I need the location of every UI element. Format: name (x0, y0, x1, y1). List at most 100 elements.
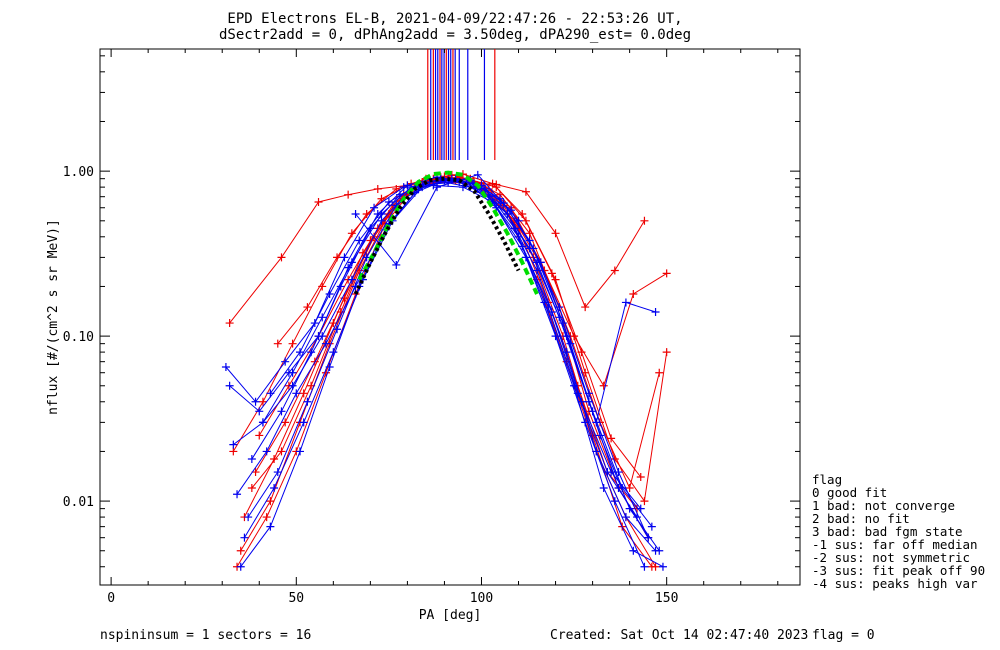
data-point-19-4 (514, 216, 523, 225)
data-point-18-4 (366, 224, 375, 233)
data-point-17-3 (329, 348, 338, 357)
data-point-12-1 (273, 468, 282, 477)
data-point-9-4 (340, 253, 349, 262)
data-point-18-5 (396, 190, 404, 199)
legend-item-6: -3 sus: fit peak off 90 (812, 563, 985, 578)
data-point-4-2 (299, 389, 308, 398)
y-tick-label-1: 0.10 (63, 330, 94, 345)
data-point-6-14 (647, 562, 656, 571)
fit-curve-0 (357, 170, 539, 295)
data-point-9-8 (458, 183, 467, 192)
data-point-7-13 (662, 269, 671, 278)
data-point-16-13 (651, 308, 660, 317)
chart-title-line-2: dSectr2add = 0, dPhAng2add = 3.50deg, dP… (219, 27, 691, 43)
data-point-1-2 (288, 339, 297, 348)
data-point-4-1 (270, 454, 279, 463)
data-point-16-4 (384, 198, 393, 207)
data-point-18-13 (633, 513, 642, 522)
data-point-19-0 (351, 209, 360, 218)
data-point-5-11 (581, 368, 590, 377)
legend-item-0: 0 good fit (812, 485, 887, 500)
data-point-15-1 (262, 447, 271, 456)
series-line-3 (251, 176, 638, 509)
data-point-10-4 (347, 275, 356, 284)
series-line-18 (251, 181, 638, 518)
data-point-11-10 (533, 266, 542, 275)
x-tick-label-1: 50 (288, 591, 304, 606)
data-point-15-2 (292, 389, 301, 398)
data-point-8-8 (488, 179, 497, 188)
series-line-17 (243, 178, 660, 552)
data-point-0-0 (225, 319, 234, 328)
footer-sectors: nspininsum = 1 sectors = 16 (100, 628, 311, 643)
y-tick-label-0: 0.01 (63, 495, 94, 510)
data-point-5-14 (662, 348, 671, 357)
data-point-8-11 (577, 348, 586, 357)
data-point-17-10 (536, 258, 545, 267)
series-line-2 (240, 178, 657, 567)
flag-legend: flag 0 good fit 1 bad: not converge 2 ba… (812, 472, 985, 591)
data-point-13-2 (318, 313, 327, 322)
data-point-7-0 (273, 339, 282, 348)
series-line-16 (269, 182, 656, 425)
data-point-9-6 (399, 183, 408, 192)
data-point-15-9 (499, 199, 508, 208)
data-point-12-3 (333, 325, 342, 334)
y-tick-label-2: 1.00 (63, 165, 94, 180)
data-point-11-2 (296, 447, 304, 456)
data-point-4-14 (655, 368, 664, 377)
data-point-17-12 (596, 431, 604, 440)
data-point-12-2 (303, 397, 312, 406)
series-line-0 (229, 182, 645, 324)
data-point-3-1 (277, 447, 286, 456)
data-point-5-13 (640, 497, 649, 506)
data-point-18-11 (573, 389, 582, 398)
data-point-16-1 (296, 348, 304, 357)
data-point-0-13 (640, 216, 649, 225)
data-point-10-5 (377, 216, 386, 225)
data-point-0-12 (610, 266, 619, 275)
legend-item-5: -2 sus: not symmetric (812, 550, 970, 565)
data-point-14-1 (255, 407, 264, 416)
data-point-9-1 (251, 397, 260, 406)
data-point-7-1 (303, 303, 312, 312)
legend-item-7: -4 sus: peaks high var (812, 576, 978, 591)
data-point-15-3 (321, 339, 330, 348)
data-point-15-0 (233, 490, 242, 499)
data-point-19-1 (392, 260, 401, 269)
data-point-17-2 (299, 418, 308, 427)
data-point-14-13 (610, 497, 619, 506)
data-point-7-4 (392, 184, 401, 193)
data-point-17-1 (270, 484, 279, 493)
data-point-12-10 (540, 298, 549, 307)
data-point-0-3 (344, 190, 353, 199)
data-point-12-13 (629, 546, 638, 555)
data-point-16-12 (621, 298, 630, 307)
data-point-16-8 (503, 209, 512, 218)
data-point-3-0 (247, 484, 256, 493)
data-point-7-3 (362, 209, 371, 218)
data-point-8-1 (281, 418, 290, 427)
data-point-18-10 (544, 303, 553, 312)
y-axis-title: nflux [#/(cm^2 s sr MeV)] (46, 219, 61, 415)
x-tick-label-2: 100 (470, 591, 493, 606)
data-point-17-0 (240, 533, 249, 542)
legend-item-2: 2 bad: no fit (812, 511, 910, 526)
data-point-12-0 (244, 513, 253, 522)
data-point-10-0 (229, 440, 238, 449)
x-tick-label-0: 0 (107, 591, 115, 606)
data-series (221, 170, 671, 571)
x-axis-title: PA [deg] (419, 608, 482, 623)
data-point-17-11 (566, 339, 575, 348)
data-point-4-13 (625, 484, 634, 493)
data-point-1-0 (229, 447, 238, 456)
data-point-18-12 (603, 468, 612, 477)
series-line-9 (225, 184, 642, 509)
series-line-11 (240, 179, 656, 567)
data-point-8-9 (518, 209, 527, 218)
data-point-0-10 (551, 229, 560, 238)
data-point-18-0 (247, 454, 256, 463)
data-point-17-14 (655, 546, 664, 555)
vertical-markers (427, 49, 496, 160)
data-point-18-3 (336, 282, 345, 291)
